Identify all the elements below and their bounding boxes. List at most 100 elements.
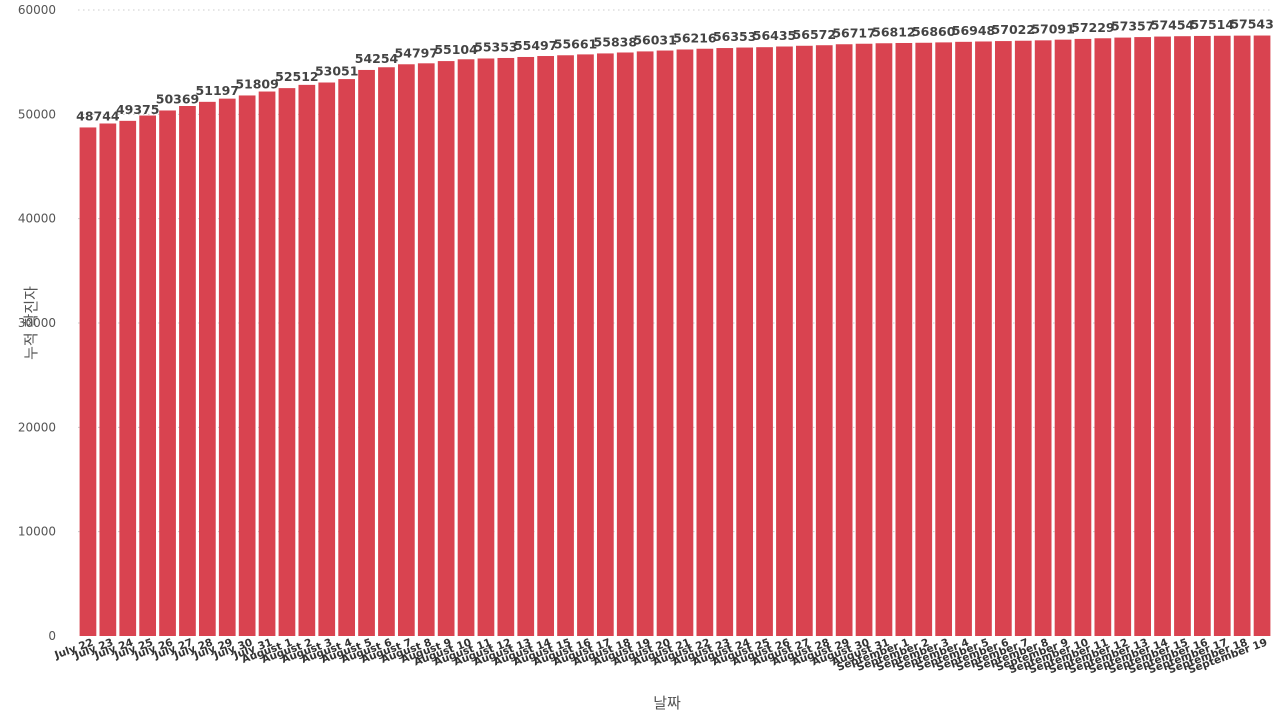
bar — [616, 52, 634, 637]
bar — [179, 106, 196, 636]
bar — [1034, 40, 1052, 637]
bar — [1094, 38, 1112, 636]
bar — [915, 42, 933, 636]
bar — [596, 53, 614, 637]
bar — [855, 43, 873, 637]
bar — [278, 88, 296, 637]
y-tick-label: 50000 — [18, 107, 56, 121]
bar — [776, 46, 793, 636]
data-label: 55497 — [514, 38, 558, 53]
bar — [417, 63, 435, 637]
data-label: 57514 — [1191, 17, 1235, 32]
y-tick-label: 10000 — [18, 525, 56, 539]
bar — [1054, 39, 1072, 637]
data-label: 57357 — [1111, 19, 1155, 34]
bar — [1233, 35, 1251, 636]
bar — [537, 56, 555, 636]
bar — [875, 43, 893, 636]
bar — [955, 41, 972, 636]
data-label: 53051 — [315, 64, 359, 79]
data-label: 57091 — [1031, 21, 1075, 36]
data-label: 56353 — [713, 29, 757, 44]
bar — [736, 47, 754, 637]
bar — [1213, 35, 1231, 636]
bar — [577, 54, 594, 636]
y-tick-label: 60000 — [18, 3, 56, 17]
bar — [298, 84, 316, 637]
y-tick-label: 20000 — [18, 420, 56, 434]
bar — [1134, 37, 1152, 636]
data-label: 55661 — [554, 36, 598, 51]
bar — [119, 120, 137, 637]
bar — [1193, 35, 1211, 636]
bar — [338, 79, 356, 636]
bar — [1253, 35, 1271, 636]
data-label: 51809 — [235, 76, 279, 91]
bar — [1014, 40, 1032, 637]
bar — [437, 61, 455, 636]
bar — [318, 82, 336, 636]
bar — [975, 41, 992, 637]
y-tick-label: 30000 — [18, 316, 56, 330]
bars — [79, 35, 1271, 637]
bar — [238, 95, 256, 636]
bar — [258, 91, 276, 636]
bar — [397, 64, 415, 636]
data-label: 55353 — [474, 39, 518, 54]
data-label: 56435 — [753, 28, 797, 43]
bar — [994, 41, 1012, 636]
data-label: 56572 — [793, 27, 837, 42]
bar — [139, 115, 157, 637]
data-label: 54254 — [355, 51, 399, 66]
data-label: 57543 — [1230, 17, 1274, 32]
bar — [79, 127, 97, 636]
data-label: 56948 — [952, 23, 996, 38]
data-label: 54797 — [395, 45, 439, 60]
bar — [457, 59, 475, 636]
bar — [895, 42, 913, 637]
bar — [935, 42, 953, 636]
y-tick-label: 0 — [48, 629, 56, 643]
bar — [815, 45, 833, 637]
bar — [1074, 38, 1092, 637]
x-axis-title: 날짜 — [653, 694, 681, 712]
y-axis-title: 누적 확진자 — [22, 286, 40, 360]
data-label: 50369 — [156, 91, 200, 106]
y-axis-ticks: 0 10000 20000 30000 40000 50000 60000 — [18, 3, 56, 643]
bar — [1174, 36, 1191, 636]
bar — [497, 57, 515, 637]
data-label: 51197 — [196, 83, 240, 98]
bar — [358, 69, 375, 636]
data-label: 57229 — [1071, 20, 1115, 35]
bar — [477, 58, 495, 637]
bar — [1114, 37, 1132, 636]
data-label: 56216 — [673, 30, 717, 45]
data-label: 48744 — [76, 108, 120, 123]
bar — [557, 55, 574, 636]
data-label: 56031 — [633, 32, 677, 47]
bar — [99, 123, 117, 637]
data-label: 56860 — [912, 24, 956, 39]
bar — [716, 48, 734, 637]
data-labels: 4874449375503695119751809525125305154254… — [76, 17, 1274, 124]
bar — [795, 45, 813, 636]
bar — [676, 49, 694, 637]
data-label: 57454 — [1151, 18, 1195, 33]
gridlines — [78, 9, 1272, 533]
data-label: 56717 — [832, 25, 876, 40]
data-label: 49375 — [116, 102, 160, 117]
bar — [756, 47, 773, 636]
data-label: 55104 — [434, 42, 478, 57]
bar — [378, 67, 395, 636]
bar — [1154, 36, 1171, 637]
y-tick-label: 40000 — [18, 212, 56, 226]
data-label: 52512 — [275, 69, 319, 84]
bar — [159, 110, 176, 637]
bar — [636, 51, 654, 637]
bar — [198, 101, 216, 637]
data-label: 56812 — [872, 24, 916, 39]
bar — [835, 44, 853, 636]
